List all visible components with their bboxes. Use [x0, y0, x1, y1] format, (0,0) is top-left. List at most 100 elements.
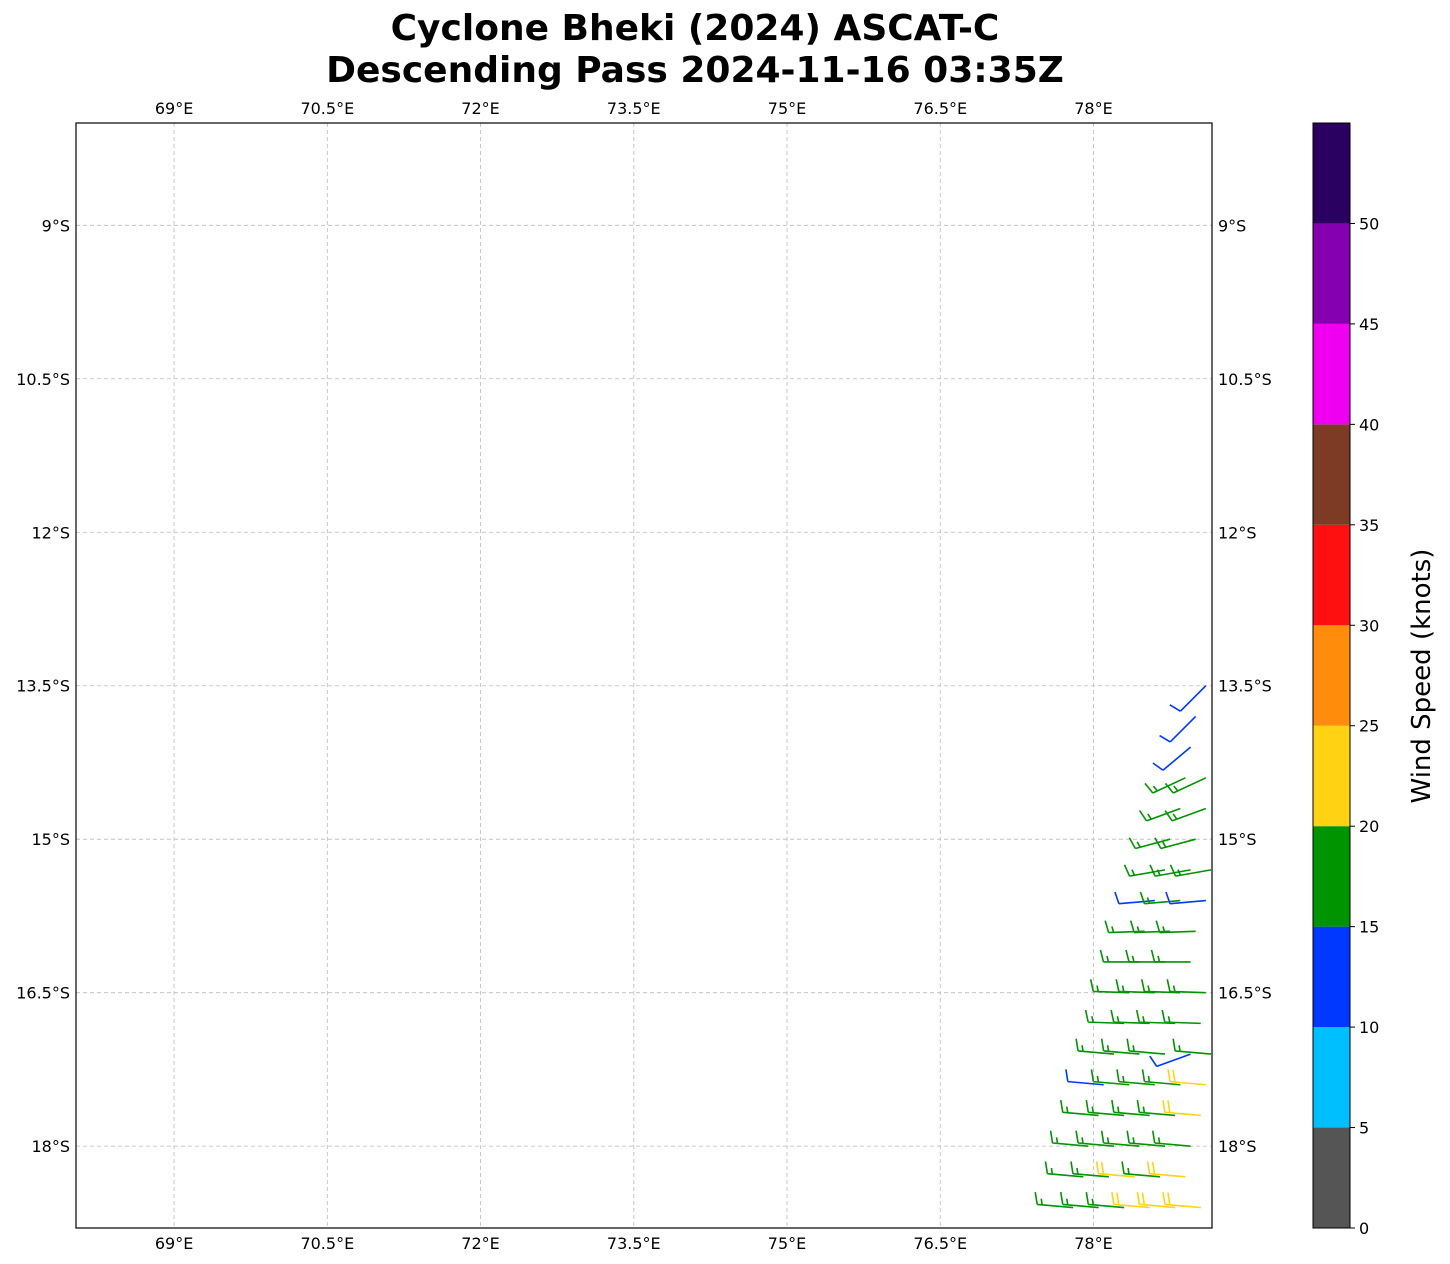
x-tick-label: 69°E — [155, 1234, 193, 1253]
wind-barb — [1075, 1130, 1114, 1147]
wind-barb — [1146, 1161, 1186, 1178]
wind-barb — [1149, 864, 1191, 877]
wind-barb — [1172, 1038, 1212, 1055]
x-tick-label: 69°E — [155, 99, 193, 118]
wind-barb — [1155, 920, 1196, 934]
wind-barb — [1084, 1009, 1125, 1025]
wind-barb — [1162, 1192, 1201, 1209]
chart-title: Cyclone Bheki (2024) ASCAT-C — [391, 8, 1000, 49]
x-tick-label: 70.5°E — [300, 1234, 354, 1253]
colorbar-tick-label: 30 — [1359, 616, 1379, 635]
wind-barb — [1060, 1192, 1099, 1209]
y-tick-label: 13.5°S — [16, 677, 70, 696]
y-tick-label: 18°S — [1218, 1137, 1257, 1156]
y-tick-label: 16.5°S — [1218, 984, 1272, 1003]
wind-barb — [1154, 837, 1196, 850]
colorbar-segment — [1313, 123, 1350, 224]
colorbar-tick-label: 45 — [1359, 315, 1379, 334]
wind-barb — [1169, 864, 1212, 877]
wind-barb — [1159, 715, 1197, 743]
wind-barb — [1034, 1192, 1074, 1209]
barb-layer — [1034, 685, 1212, 1209]
y-tick-label: 12°S — [31, 523, 70, 542]
wind-barb — [1152, 746, 1192, 771]
wind-barb — [1150, 949, 1191, 963]
wind-barb — [1090, 1069, 1130, 1086]
wind-barb — [1060, 1099, 1099, 1117]
wind-barb — [1044, 1161, 1084, 1178]
colorbar-segment — [1313, 223, 1350, 324]
wind-barb — [1139, 891, 1181, 905]
wind-barb — [1121, 1161, 1160, 1178]
y-tick-label: 10.5°S — [1218, 370, 1272, 389]
colorbar-tick-label: 40 — [1359, 415, 1379, 434]
colorbar-segment — [1313, 323, 1350, 425]
wind-barb — [1162, 1099, 1201, 1117]
colorbar-tick-label: 25 — [1359, 717, 1379, 736]
map-frame — [75, 122, 1213, 1229]
wind-barb — [1166, 979, 1206, 994]
x-tick-label: 72°E — [461, 1234, 499, 1253]
wind-barb — [1138, 807, 1181, 822]
wind-barb — [1144, 777, 1186, 794]
wind-barb — [1070, 1161, 1109, 1178]
x-tick-label: 72°E — [461, 99, 499, 118]
wind-barb — [1123, 864, 1166, 877]
wind-barb — [1164, 807, 1207, 822]
wind-barb — [1126, 1130, 1166, 1147]
y-tick-label: 16.5°S — [16, 984, 70, 1003]
x-tick-label: 76.5°E — [913, 99, 967, 118]
x-tick-label: 78°E — [1074, 99, 1112, 118]
y-tick-label: 12°S — [1218, 523, 1257, 542]
wind-barb — [1111, 1192, 1150, 1209]
wind-barb — [1115, 979, 1155, 994]
wind-barb — [1135, 1009, 1176, 1025]
wind-barb — [1165, 891, 1206, 905]
wind-barb — [1116, 1069, 1155, 1086]
wind-barb — [1085, 1192, 1125, 1209]
colorbar-tick-label: 0 — [1359, 1219, 1369, 1238]
wind-barb — [1136, 1099, 1176, 1117]
colorbar-tick-label: 5 — [1359, 1119, 1369, 1138]
wind-barb — [1141, 1069, 1181, 1086]
colorbar-frame — [1312, 122, 1351, 1229]
colorbar-segment — [1313, 926, 1350, 1028]
colorbar-segment — [1313, 826, 1350, 927]
wind-barb — [1100, 1038, 1140, 1055]
colorbar-tick-label: 10 — [1359, 1018, 1379, 1037]
wind-barb — [1111, 1099, 1150, 1117]
wind-barb — [1140, 979, 1181, 994]
wind-barb — [1161, 1009, 1201, 1025]
colorbar-tick-label: 15 — [1359, 918, 1379, 937]
y-tick-label: 9°S — [42, 216, 70, 235]
colorbar-tick-label: 35 — [1359, 516, 1379, 535]
x-tick-label: 75°E — [768, 99, 806, 118]
colorbar-tick-label: 50 — [1359, 214, 1379, 233]
wind-barb — [1110, 1009, 1150, 1025]
wind-barb — [1100, 1130, 1140, 1147]
wind-barb — [1075, 1038, 1114, 1055]
wind-barb — [1128, 837, 1171, 850]
wind-barb — [1136, 1192, 1176, 1209]
wind-barb — [1049, 1130, 1089, 1147]
colorbar-segment — [1313, 424, 1350, 525]
wind-barb — [1164, 777, 1207, 794]
x-tick-label: 70.5°E — [300, 99, 354, 118]
x-tick-label: 73.5°E — [607, 1234, 661, 1253]
wind-barb — [1151, 1130, 1191, 1147]
colorbar-segment — [1313, 625, 1350, 726]
x-tick-label: 76.5°E — [913, 1234, 967, 1253]
wind-barb — [1149, 1053, 1191, 1068]
wind-barb — [1095, 1161, 1135, 1178]
y-tick-label: 13.5°S — [1218, 677, 1272, 696]
x-tick-label: 73.5°E — [607, 99, 661, 118]
colorbar-label: Wind Speed (knots) — [1407, 549, 1437, 804]
y-tick-label: 10.5°S — [16, 370, 70, 389]
y-tick-label: 18°S — [31, 1137, 70, 1156]
wind-barb — [1085, 1099, 1125, 1117]
wind-barb — [1065, 1069, 1104, 1086]
y-tick-label: 15°S — [1218, 830, 1257, 849]
chart-title: Descending Pass 2024-11-16 03:35Z — [326, 50, 1064, 91]
wind-barb — [1169, 685, 1207, 712]
